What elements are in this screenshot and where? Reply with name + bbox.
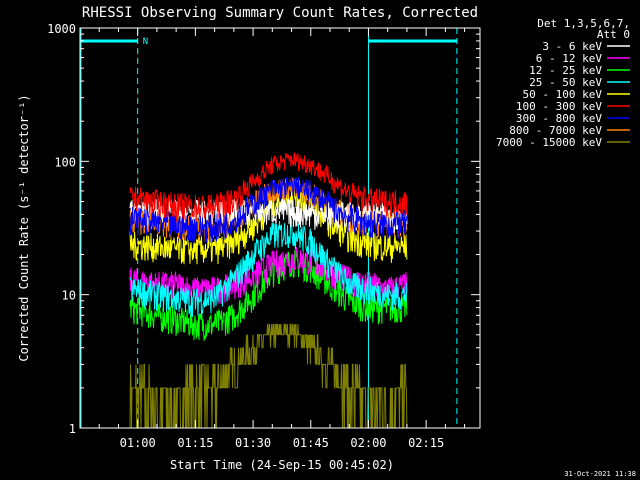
legend-label: 50 - 100 keV bbox=[523, 88, 603, 101]
x-tick-label: 01:00 bbox=[120, 436, 156, 450]
series-line-3 bbox=[129, 218, 408, 317]
x-tick-label: 01:15 bbox=[177, 436, 213, 450]
y-tick-label: 100 bbox=[54, 155, 76, 169]
y-axis-label: Corrected Count Rate (s⁻¹ detector⁻¹) bbox=[17, 94, 31, 361]
series-layer bbox=[129, 152, 408, 429]
y-tick-label: 10 bbox=[62, 289, 76, 303]
legend-label: 6 - 12 keV bbox=[536, 52, 603, 65]
legend-label: 300 - 800 keV bbox=[516, 112, 602, 125]
legend-header-line-1: Det 1,3,5,6,7, bbox=[537, 17, 630, 30]
y-tick-label: 1 bbox=[69, 422, 76, 436]
legend-label: 3 - 6 keV bbox=[542, 40, 602, 53]
x-axis-label: Start Time (24-Sep-15 00:45:02) bbox=[170, 458, 394, 472]
x-tick-label: 02:00 bbox=[350, 436, 386, 450]
x-tick-label: 02:15 bbox=[408, 436, 444, 450]
series-line-8 bbox=[129, 323, 408, 429]
attenuator-state-label: N bbox=[143, 37, 148, 47]
legend-label: 25 - 50 keV bbox=[529, 76, 602, 89]
x-tick-label: 01:30 bbox=[235, 436, 271, 450]
y-axis-ticks: 1 10 100 1000 bbox=[47, 22, 480, 436]
x-axis-ticks: 01:00 01:15 01:30 01:45 02:00 02:15 bbox=[98, 28, 466, 450]
legend-header-line-2: Att 0 bbox=[597, 28, 630, 41]
legend-label: 800 - 7000 keV bbox=[509, 124, 602, 137]
footer-timestamp: 31-Oct-2021 11:38 bbox=[564, 470, 636, 478]
legend-label: 12 - 25 keV bbox=[529, 64, 602, 77]
y-tick-label: 1000 bbox=[47, 22, 76, 36]
legend-label: 7000 - 15000 keV bbox=[496, 136, 602, 149]
legend-label: 100 - 300 keV bbox=[516, 100, 602, 113]
series-line-2 bbox=[129, 249, 408, 341]
chart-title: RHESSI Observing Summary Count Rates, Co… bbox=[82, 5, 478, 21]
plot-frame bbox=[79, 27, 481, 429]
x-tick-label: 01:45 bbox=[293, 436, 329, 450]
series-line-5 bbox=[129, 152, 408, 223]
